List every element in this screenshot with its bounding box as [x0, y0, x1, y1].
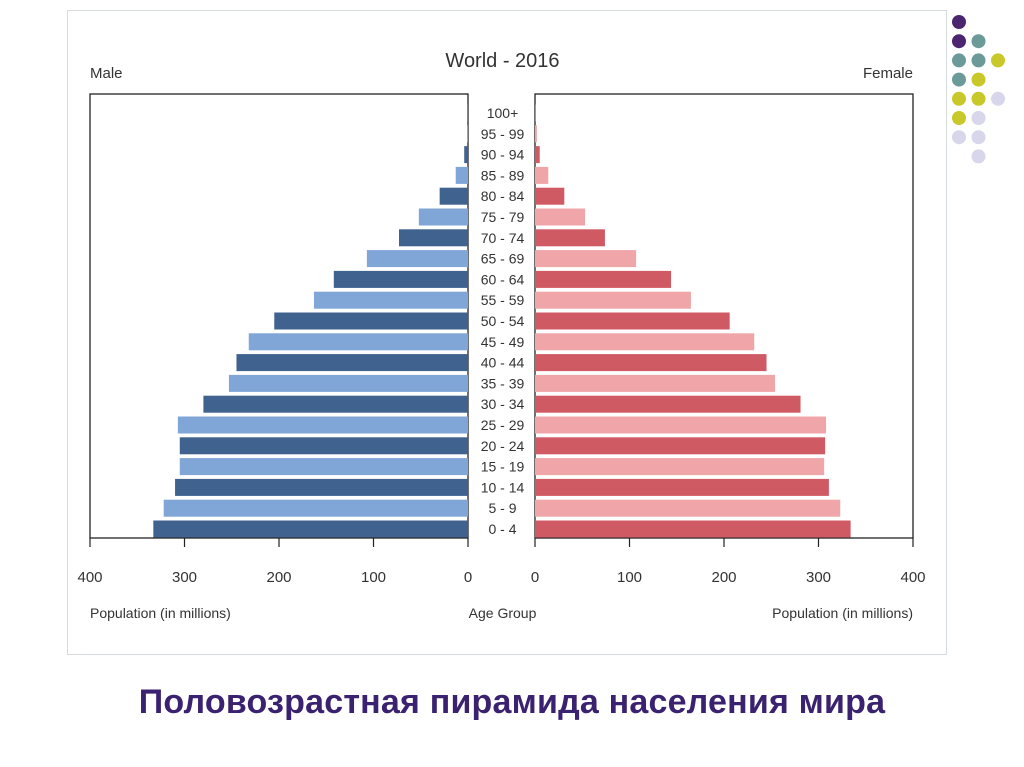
- male-bar: [179, 437, 468, 455]
- female-bar: [535, 354, 767, 372]
- decoration-dot: [952, 15, 966, 29]
- male-bar: [236, 354, 468, 372]
- age-group-label: 20 - 24: [481, 438, 525, 454]
- male-bar: [248, 333, 468, 351]
- decoration-dot: [952, 130, 966, 145]
- male-bar: [467, 104, 468, 122]
- decoration-dot: [971, 149, 986, 164]
- male-bar: [179, 458, 468, 476]
- male-bar: [366, 250, 468, 268]
- male-bar: [153, 520, 468, 538]
- female-bar: [535, 166, 549, 184]
- male-bar: [203, 395, 468, 413]
- age-group-label: 70 - 74: [481, 230, 525, 246]
- age-group-label: 15 - 19: [481, 459, 525, 475]
- age-group-label: 0 - 4: [488, 521, 516, 537]
- decoration-dot: [991, 53, 1005, 68]
- age-group-label: 65 - 69: [481, 251, 525, 267]
- male-tick-label: 200: [266, 569, 291, 586]
- slide-panel: [67, 10, 947, 655]
- female-tick-label: 100: [617, 569, 642, 586]
- decoration-dot: [971, 53, 986, 68]
- male-bar: [313, 291, 468, 309]
- age-group-label: 35 - 39: [481, 375, 525, 391]
- male-axis-title: Population (in millions): [90, 605, 231, 621]
- male-bar: [399, 229, 468, 247]
- male-label: Male: [90, 65, 123, 82]
- female-tick-label: 400: [900, 569, 925, 586]
- decoration-dot: [991, 91, 1005, 106]
- male-bar: [274, 312, 468, 330]
- female-label: Female: [863, 65, 913, 82]
- male-bar: [455, 166, 468, 184]
- male-bar: [163, 499, 468, 517]
- age-group-label: 90 - 94: [481, 147, 525, 163]
- male-bar: [418, 208, 468, 226]
- female-tick-label: 0: [531, 569, 539, 586]
- female-bar: [535, 458, 825, 476]
- decoration-dot: [952, 53, 966, 68]
- age-group-label: 40 - 44: [481, 355, 525, 371]
- female-bar: [535, 478, 829, 496]
- female-bar: [535, 125, 537, 143]
- age-group-label: 30 - 34: [481, 396, 525, 412]
- female-bar: [535, 416, 827, 434]
- male-tick-label: 100: [361, 569, 386, 586]
- female-bar: [535, 146, 540, 164]
- female-bar: [535, 104, 536, 122]
- decoration-dot: [971, 34, 986, 49]
- female-bar: [535, 374, 776, 392]
- male-bar: [177, 416, 468, 434]
- female-bar: [535, 270, 672, 288]
- female-bar: [535, 520, 851, 538]
- age-group-label: 25 - 29: [481, 417, 525, 433]
- age-group-label: 50 - 54: [481, 313, 525, 329]
- female-bar: [535, 395, 801, 413]
- decoration-dot: [952, 34, 966, 49]
- female-bar: [535, 250, 637, 268]
- female-bar: [535, 291, 691, 309]
- age-group-label: 80 - 84: [481, 188, 525, 204]
- age-group-label: 85 - 89: [481, 167, 525, 183]
- decoration-dot: [971, 111, 986, 125]
- age-group-label: 10 - 14: [481, 479, 525, 495]
- decoration-dot: [971, 130, 986, 145]
- decoration-dot: [952, 91, 966, 106]
- age-group-axis-title: Age Group: [469, 605, 537, 621]
- male-tick-label: 400: [77, 569, 102, 586]
- decoration-dot: [971, 72, 986, 87]
- age-group-label: 95 - 99: [481, 126, 525, 142]
- female-bar: [535, 333, 755, 351]
- female-tick-label: 200: [711, 569, 736, 586]
- female-bar: [535, 312, 730, 330]
- decoration-dot: [971, 91, 986, 106]
- age-group-label: 100+: [487, 105, 519, 121]
- age-group-label: 5 - 9: [488, 500, 516, 516]
- male-bar: [175, 478, 469, 496]
- chart-title: World - 2016: [445, 50, 559, 72]
- age-group-label: 45 - 49: [481, 334, 525, 350]
- female-bar: [535, 437, 826, 455]
- male-tick-label: 300: [172, 569, 197, 586]
- female-bar: [535, 229, 605, 247]
- female-bar: [535, 208, 586, 226]
- male-bar: [467, 125, 468, 143]
- female-axis-title: Population (in millions): [772, 605, 913, 621]
- female-bar: [535, 499, 841, 517]
- decoration-dot: [952, 72, 966, 87]
- age-group-label: 55 - 59: [481, 292, 525, 308]
- age-group-label: 75 - 79: [481, 209, 525, 225]
- male-tick-label: 0: [464, 569, 472, 586]
- male-bar: [333, 270, 468, 288]
- age-group-label: 60 - 64: [481, 271, 525, 287]
- dots-decoration: [952, 15, 1005, 164]
- decoration-dot: [952, 111, 966, 125]
- slide-caption: Половозрастная пирамида населения мира: [138, 683, 886, 721]
- female-bar: [535, 187, 565, 205]
- female-tick-label: 300: [806, 569, 831, 586]
- male-bar: [228, 374, 468, 392]
- male-bar: [464, 146, 468, 164]
- male-bar: [439, 187, 468, 205]
